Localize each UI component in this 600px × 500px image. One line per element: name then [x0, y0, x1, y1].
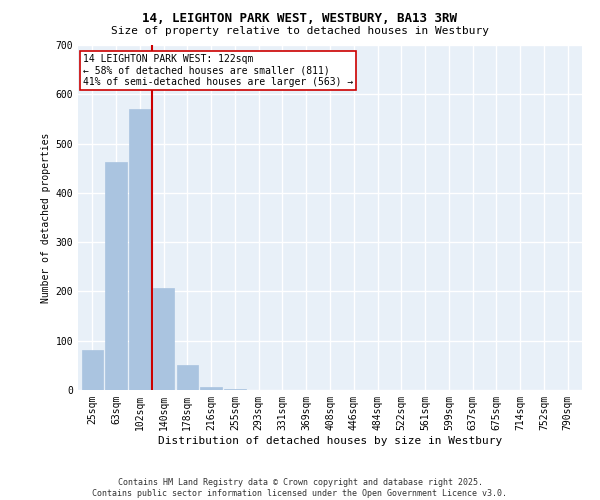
X-axis label: Distribution of detached houses by size in Westbury: Distribution of detached houses by size …: [158, 436, 502, 446]
Text: 14 LEIGHTON PARK WEST: 122sqm
← 58% of detached houses are smaller (811)
41% of : 14 LEIGHTON PARK WEST: 122sqm ← 58% of d…: [83, 54, 353, 87]
Bar: [129, 109, 151, 390]
Bar: [176, 366, 198, 390]
Y-axis label: Number of detached properties: Number of detached properties: [41, 132, 52, 302]
Bar: [224, 389, 245, 390]
Bar: [82, 350, 103, 390]
Bar: [106, 162, 127, 390]
Bar: [153, 288, 174, 390]
Bar: [200, 386, 222, 390]
Text: Size of property relative to detached houses in Westbury: Size of property relative to detached ho…: [111, 26, 489, 36]
Text: 14, LEIGHTON PARK WEST, WESTBURY, BA13 3RW: 14, LEIGHTON PARK WEST, WESTBURY, BA13 3…: [143, 12, 458, 26]
Text: Contains HM Land Registry data © Crown copyright and database right 2025.
Contai: Contains HM Land Registry data © Crown c…: [92, 478, 508, 498]
